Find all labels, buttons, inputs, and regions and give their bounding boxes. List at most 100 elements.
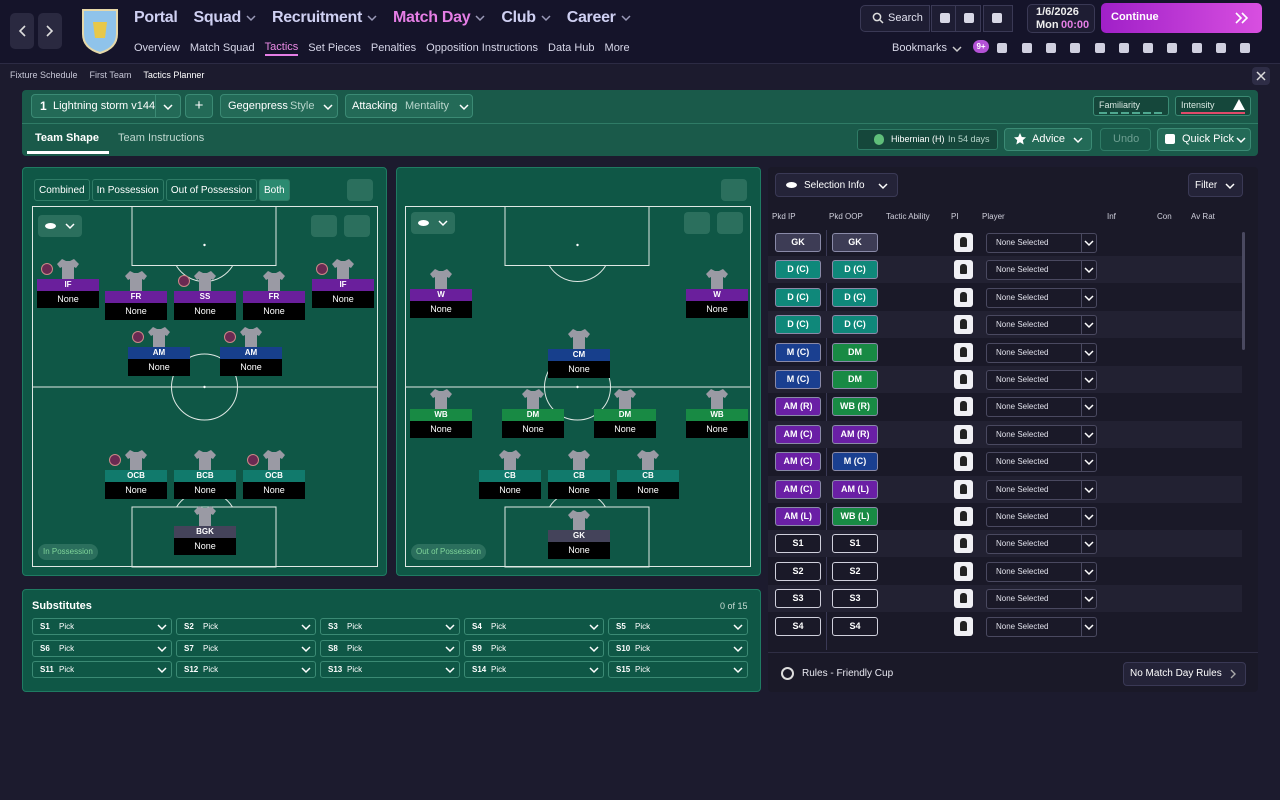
filter-button[interactable] — [1188, 173, 1243, 197]
player-select[interactable] — [986, 397, 1097, 418]
player-select[interactable] — [986, 561, 1097, 582]
player-role[interactable]: CB — [617, 470, 679, 482]
advice-button[interactable] — [1004, 128, 1092, 151]
view-toggle[interactable]: Out of Possession — [165, 179, 258, 201]
back-button[interactable] — [10, 13, 34, 49]
player-name[interactable]: None — [617, 482, 679, 499]
position-chip[interactable]: S4 — [775, 616, 821, 636]
column-header[interactable]: Pkd OOP — [829, 212, 863, 221]
position-chip[interactable]: S3 — [775, 589, 821, 609]
player-select[interactable] — [986, 589, 1097, 610]
position-chip[interactable]: S2 — [775, 561, 821, 581]
player-select[interactable] — [986, 616, 1097, 637]
pitch-tool-button[interactable] — [344, 215, 370, 237]
position-chip[interactable]: D (C) — [775, 260, 821, 280]
position-chip[interactable]: AM (C) — [775, 452, 821, 472]
position-chip[interactable]: WB (L) — [832, 507, 878, 526]
substitute-slot[interactable] — [176, 618, 316, 635]
player-role[interactable]: GK — [548, 530, 610, 542]
shortcut-icon[interactable] — [1070, 43, 1080, 53]
player-role[interactable]: BGK — [174, 526, 236, 538]
player-name[interactable]: None — [105, 482, 167, 499]
player-select[interactable] — [986, 260, 1097, 281]
player-name[interactable]: None — [686, 301, 748, 318]
position-chip[interactable]: AM (R) — [832, 424, 878, 444]
substitute-slot[interactable] — [608, 618, 748, 635]
player-name[interactable]: None — [410, 301, 472, 318]
substitute-slot[interactable] — [608, 661, 748, 678]
position-chip[interactable]: D (C) — [832, 260, 878, 280]
shortcut-icon[interactable] — [1192, 43, 1202, 53]
shortcut-icon[interactable] — [1216, 43, 1226, 53]
player-name[interactable]: None — [174, 303, 236, 320]
player-name[interactable]: None — [174, 482, 236, 499]
player-name[interactable]: None — [686, 421, 748, 438]
style-select[interactable] — [220, 94, 338, 118]
position-chip[interactable]: AM (L) — [775, 507, 821, 526]
player-role[interactable]: DM — [594, 409, 656, 421]
player-role[interactable]: IF — [37, 279, 99, 291]
player-role[interactable]: IF — [312, 279, 374, 291]
player-name[interactable]: None — [312, 291, 374, 308]
player-name[interactable]: None — [479, 482, 541, 499]
player-role[interactable]: FR — [105, 291, 167, 303]
shortcut-icon[interactable] — [1240, 43, 1250, 53]
quick-pick-button[interactable] — [1157, 128, 1251, 151]
player-role[interactable]: DM — [502, 409, 564, 421]
player-select[interactable] — [986, 479, 1097, 500]
position-chip[interactable]: M (C) — [832, 452, 878, 472]
pitch-tool-button[interactable] — [311, 215, 337, 237]
tactic-select[interactable] — [31, 94, 181, 118]
player-role[interactable]: BCB — [174, 470, 236, 482]
substitute-slot[interactable] — [176, 639, 316, 657]
player-select[interactable] — [986, 233, 1097, 253]
substitute-slot[interactable] — [176, 661, 316, 678]
player-role[interactable]: CB — [479, 470, 541, 482]
secondary-nav-item[interactable]: Match Squad — [189, 42, 255, 54]
player-name[interactable]: None — [243, 482, 305, 499]
substitute-slot[interactable] — [464, 661, 604, 678]
position-chip[interactable]: AM (C) — [775, 479, 821, 499]
secondary-nav-item[interactable]: Penalties — [370, 42, 417, 54]
player-select[interactable] — [986, 342, 1097, 363]
shortcut-icon[interactable] — [1167, 43, 1177, 53]
player-select[interactable] — [986, 507, 1097, 527]
position-chip[interactable]: AM (L) — [832, 479, 878, 499]
player-role[interactable]: OCB — [243, 470, 305, 482]
player-role[interactable]: AM — [220, 347, 282, 359]
player-name[interactable]: None — [548, 542, 610, 559]
continue-button[interactable] — [1101, 3, 1262, 33]
rules-button[interactable] — [1123, 662, 1246, 686]
primary-nav-item[interactable]: Recruitment — [272, 9, 377, 27]
shortcut-icon[interactable] — [1095, 43, 1105, 53]
position-chip[interactable]: GK — [775, 233, 821, 252]
shortcut-icon[interactable] — [997, 43, 1007, 53]
undo-button[interactable] — [1100, 128, 1151, 151]
substitute-slot[interactable] — [464, 639, 604, 657]
column-header[interactable]: PI — [951, 212, 959, 221]
player-select[interactable] — [986, 315, 1097, 336]
secondary-nav-item[interactable]: Tactics — [264, 41, 299, 56]
bookmarks-label[interactable]: Bookmarks — [892, 42, 948, 54]
tab[interactable]: Team Shape — [35, 132, 99, 144]
search-button[interactable] — [860, 5, 930, 32]
secondary-nav-item[interactable]: Opposition Instructions — [426, 42, 539, 54]
position-chip[interactable]: WB (R) — [832, 397, 878, 417]
pitch-tool-button[interactable] — [684, 212, 710, 234]
player-role[interactable]: CM — [548, 349, 610, 361]
tab[interactable]: Team Instructions — [118, 132, 205, 144]
player-name[interactable]: None — [174, 538, 236, 555]
column-header[interactable]: Player — [982, 212, 1005, 221]
substitute-slot[interactable] — [464, 618, 604, 635]
substitute-slot[interactable] — [320, 661, 460, 678]
substitute-slot[interactable] — [32, 618, 172, 635]
player-name[interactable]: None — [548, 482, 610, 499]
player-role[interactable]: WB — [686, 409, 748, 421]
position-chip[interactable]: DM — [832, 370, 878, 389]
primary-nav-item[interactable]: Match Day — [393, 9, 485, 27]
breadcrumb-item[interactable]: First Team — [89, 70, 132, 80]
view-toggle[interactable]: In Possession — [91, 179, 164, 201]
player-name[interactable]: None — [410, 421, 472, 438]
secondary-nav-item[interactable]: Data Hub — [548, 42, 595, 54]
view-toggle[interactable]: Combined — [34, 179, 90, 201]
